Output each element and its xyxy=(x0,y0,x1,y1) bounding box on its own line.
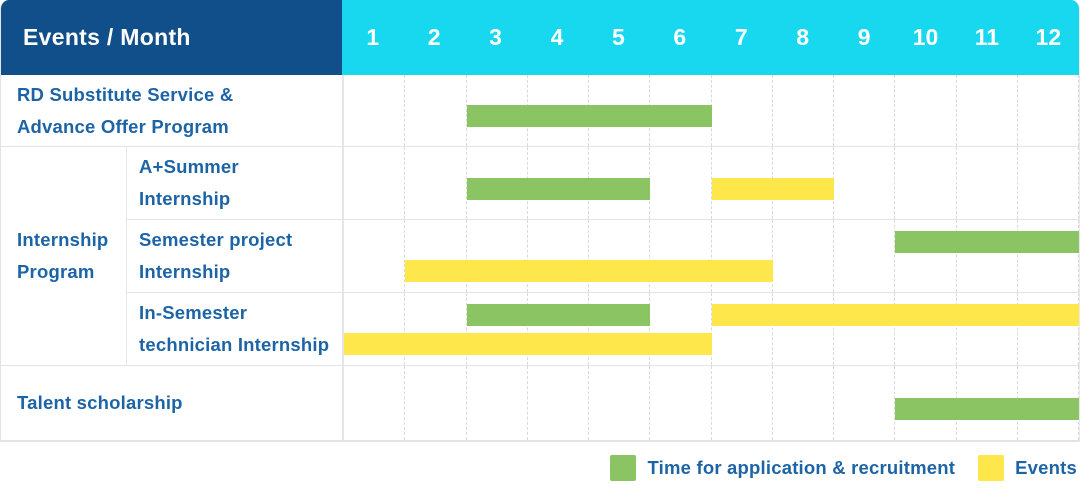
row-label-talent-scholarship: Talent scholarship xyxy=(1,366,342,441)
grid-cell xyxy=(957,75,1018,146)
grid-cell xyxy=(712,366,773,440)
gantt-row-talent-scholarship xyxy=(342,366,1079,441)
grid-cell xyxy=(650,220,712,292)
events-color-swatch xyxy=(978,455,1005,481)
gantt-bar-application xyxy=(466,105,712,128)
grid-cell xyxy=(405,366,467,440)
gantt-bar-event xyxy=(711,177,834,200)
month-header-cell: 3 xyxy=(489,24,502,50)
grid-cell xyxy=(895,147,957,219)
grid-cell xyxy=(773,293,834,365)
grid-cell xyxy=(405,75,467,146)
grid-cell xyxy=(467,293,528,365)
month-header-cell: 12 xyxy=(1035,24,1062,50)
month-header-cell: 1 xyxy=(366,24,380,50)
legend-item-application: Time for application & recruitment xyxy=(610,455,955,481)
gantt-bar-event xyxy=(405,260,773,283)
legend: Time for application & recruitment Event… xyxy=(610,455,1077,481)
gantt-bar-application xyxy=(466,303,651,326)
month-header-cell: 4 xyxy=(550,24,564,50)
grid-cell xyxy=(344,293,406,365)
grid-cell xyxy=(957,147,1018,219)
row-label-rd-substitute: RD Substitute Service & Advance Offer Pr… xyxy=(1,75,342,147)
grid-cell xyxy=(834,293,896,365)
grid-cell xyxy=(589,366,651,440)
grid-cell xyxy=(957,293,1018,365)
gantt-row-a-plus-summer xyxy=(342,147,1079,220)
grid-cell xyxy=(834,75,896,146)
grid-cell xyxy=(957,220,1018,292)
grid-cell xyxy=(344,147,406,219)
grid-cell xyxy=(344,75,406,146)
grid-cell xyxy=(405,220,467,292)
grid-cell xyxy=(650,293,712,365)
events-month-table: Events / Month 1 2 3 4 5 6 7 8 9 10 11 12 RD Substi… xyxy=(0,0,1080,442)
grid-cell xyxy=(834,220,896,292)
gantt-bar-application xyxy=(895,397,1079,420)
month-header-cell: 5 xyxy=(612,24,625,50)
grid-cell xyxy=(712,220,773,292)
gantt-bar-application xyxy=(895,230,1079,253)
grid-cell xyxy=(773,366,834,440)
grid-cell xyxy=(650,366,712,440)
legend-label-application: Time for application & recruitment xyxy=(647,457,956,478)
grid-cell xyxy=(712,75,773,146)
month-header-cell: 9 xyxy=(857,24,871,50)
grid-cell xyxy=(1018,75,1079,146)
gantt-row-semester-project xyxy=(342,220,1079,293)
grid-cell xyxy=(1018,147,1079,219)
grid-cell xyxy=(834,366,896,440)
grid-cell xyxy=(712,293,773,365)
legend-item-events: Events xyxy=(978,455,1077,481)
month-header-cell: 11 xyxy=(974,24,1000,50)
grid-cell xyxy=(589,220,651,292)
grid-cell xyxy=(528,366,589,440)
gantt-bar-application xyxy=(466,177,651,200)
month-header-cell: 7 xyxy=(734,24,748,50)
gantt-row-in-semester-technician xyxy=(342,293,1079,366)
grid-cell xyxy=(467,220,528,292)
grid-cell xyxy=(589,293,651,365)
group-label-internship-program: Internship Program xyxy=(1,147,126,366)
grid-cell xyxy=(405,293,467,365)
grid-cell xyxy=(344,220,406,292)
month-header-cell: 8 xyxy=(796,24,810,50)
gantt-bar-event xyxy=(344,333,712,356)
grid-cell xyxy=(405,147,467,219)
grid-cell xyxy=(1018,220,1079,292)
events-month-title: Events / Month xyxy=(23,24,191,50)
table-corner-header: Events / Month xyxy=(1,0,342,75)
grid-cell xyxy=(1018,293,1079,365)
application-color-swatch xyxy=(610,455,637,481)
grid-cell xyxy=(834,147,896,219)
grid-cell xyxy=(895,75,957,146)
grid-cell xyxy=(895,220,957,292)
row-label-in-semester-technician: In-Semester technician Internship xyxy=(126,293,342,366)
grid-cell xyxy=(467,366,528,440)
month-header-cell: 6 xyxy=(673,24,687,50)
grid-cell xyxy=(773,75,834,146)
gantt-row-rd-substitute xyxy=(342,75,1079,147)
grid-cell xyxy=(528,220,589,292)
month-header-cell: 2 xyxy=(427,24,441,50)
row-label-a-plus-summer: A+Summer Internship xyxy=(126,147,342,220)
grid-cell xyxy=(344,366,406,440)
grid-cell xyxy=(528,293,589,365)
grid-cell xyxy=(895,293,957,365)
month-header-row: 1 2 3 4 5 6 7 8 9 10 11 12 xyxy=(342,0,1079,75)
month-header-cell: 10 xyxy=(912,24,939,50)
grid-cell xyxy=(773,220,834,292)
legend-label-events: Events xyxy=(1015,457,1077,478)
row-label-semester-project: Semester project Internship xyxy=(126,220,342,293)
gantt-bar-event xyxy=(711,303,1079,326)
grid-cell xyxy=(650,147,712,219)
